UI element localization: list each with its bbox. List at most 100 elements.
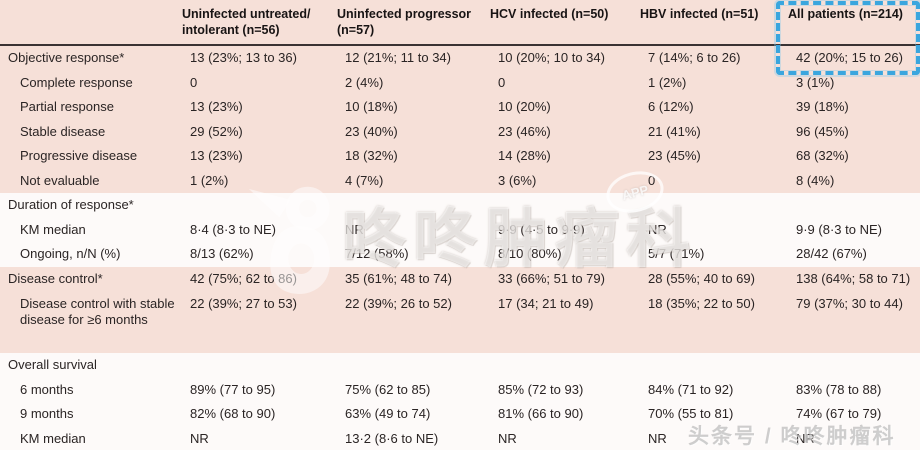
cell: 74% (67 to 79) bbox=[796, 406, 882, 422]
row-label: Disease control with stable disease for … bbox=[20, 296, 175, 328]
cell: 23 (46%) bbox=[498, 123, 551, 139]
cell: 10 (20%) bbox=[498, 99, 551, 115]
cell: NR bbox=[648, 430, 667, 446]
cell: 9·9 (4·5 to 9·9) bbox=[498, 221, 585, 237]
column-header-all-patients: All patients (n=214) bbox=[788, 7, 903, 21]
table-row: Ongoing, n/N (%) 8/13 (62%) 7/12 (58%) 8/10… bbox=[0, 242, 920, 267]
cell: 42 (75%; 62 to 86) bbox=[190, 270, 297, 286]
cell: 23 (45%) bbox=[648, 148, 701, 164]
table-row: Stable disease 29 (52%) 23 (40%) 23 (46%) 21… bbox=[0, 119, 920, 144]
row-label: Ongoing, n/N (%) bbox=[20, 246, 121, 262]
cell: 75% (62 to 85) bbox=[345, 381, 431, 397]
row-label: Not evaluable bbox=[20, 172, 100, 188]
row-label: Complete response bbox=[20, 74, 133, 90]
cell: 5/7 (71%) bbox=[648, 246, 705, 262]
cell: 96 (45%) bbox=[796, 123, 849, 139]
column-header-uninfected-progressor: Uninfected progressor (n=57) bbox=[337, 7, 472, 38]
table-row: Overall survival bbox=[0, 353, 920, 378]
cell: 138 (64%; 58 to 71) bbox=[796, 270, 911, 286]
cell: 29 (52%) bbox=[190, 123, 243, 139]
row-label: 9 months bbox=[20, 406, 74, 422]
table-row: Disease control with stable disease for … bbox=[0, 291, 920, 353]
column-header-uninfected-untreated: Uninfected untreated/ intolerant (n=56) bbox=[182, 7, 311, 38]
cell: 81% (66 to 90) bbox=[498, 406, 584, 422]
table-row: 6 months 89% (77 to 95) 75% (62 to 85) 85% … bbox=[0, 377, 920, 402]
cell: 1 (2%) bbox=[190, 172, 229, 188]
cell: 0 bbox=[498, 74, 506, 90]
row-label: Progressive disease bbox=[20, 148, 138, 164]
cell: NR bbox=[796, 430, 815, 446]
cell: 2 (4%) bbox=[345, 74, 384, 90]
cell: 6 (12%) bbox=[648, 99, 694, 115]
cell: 63% (49 to 74) bbox=[345, 406, 431, 422]
cell: 22 (39%; 27 to 53) bbox=[190, 296, 297, 311]
cell: 14 (28%) bbox=[498, 148, 551, 164]
cell: 84% (71 to 92) bbox=[648, 381, 734, 397]
table-row: Not evaluable 1 (2%) 4 (7%) 3 (6%) 0 8 (4%) bbox=[0, 168, 920, 193]
cell: 3 (1%) bbox=[796, 74, 835, 90]
cell: 23 (40%) bbox=[345, 123, 398, 139]
cell: NR bbox=[190, 430, 209, 446]
cell: 4 (7%) bbox=[345, 172, 384, 188]
cell: 10 (20%; 10 to 34) bbox=[498, 50, 605, 66]
row-label: Duration of response* bbox=[8, 197, 134, 213]
cell: 10 (18%) bbox=[345, 99, 398, 115]
cell: 42 (20%; 15 to 26) bbox=[796, 50, 903, 66]
cell: 79 (37%; 30 to 44) bbox=[796, 296, 903, 311]
cell: 18 (35%; 22 to 50) bbox=[648, 296, 755, 311]
header-row: Uninfected untreated/ intolerant (n=56) … bbox=[0, 0, 920, 46]
row-label: Stable disease bbox=[20, 123, 106, 139]
cell: 0 bbox=[648, 172, 656, 188]
cell: 17 (34; 21 to 49) bbox=[498, 296, 594, 311]
row-label: Objective response* bbox=[8, 50, 125, 66]
cell: 28 (55%; 40 to 69) bbox=[648, 270, 755, 286]
table-row: Complete response 0 2 (4%) 0 1 (2%) 3 (1%) bbox=[0, 70, 920, 95]
cell: 8/10 (80%) bbox=[498, 246, 562, 262]
cell: 13 (23%) bbox=[190, 148, 243, 164]
cell: 18 (32%) bbox=[345, 148, 398, 164]
cell: 0 bbox=[190, 74, 198, 90]
table-row: Disease control* 42 (75%; 62 to 86) 35 (61… bbox=[0, 266, 920, 291]
row-label: Partial response bbox=[20, 99, 114, 115]
cell: 89% (77 to 95) bbox=[190, 381, 276, 397]
table-row: Objective response* 13 (23%; 13 to 36) 12 … bbox=[0, 46, 920, 71]
cell: 9·9 (8·3 to NE) bbox=[796, 221, 882, 237]
cell: 22 (39%; 26 to 52) bbox=[345, 296, 452, 311]
corner-empty-cell bbox=[0, 0, 182, 6]
cell: 8·4 (8·3 to NE) bbox=[190, 221, 276, 237]
cell: NR bbox=[345, 221, 364, 237]
column-header-hbv-infected: HBV infected (n=51) bbox=[640, 7, 759, 21]
cell: 28/42 (67%) bbox=[796, 246, 867, 262]
cell: 12 (21%; 11 to 34) bbox=[345, 50, 451, 66]
cell: 8/13 (62%) bbox=[190, 246, 254, 262]
cell: 7 (14%; 6 to 26) bbox=[648, 50, 741, 66]
cell: 82% (68 to 90) bbox=[190, 406, 276, 422]
cell: NR bbox=[648, 221, 667, 237]
cell: NR bbox=[498, 430, 517, 446]
table-row: 9 months 82% (68 to 90) 63% (49 to 74) 81% … bbox=[0, 402, 920, 427]
row-label: KM median bbox=[20, 430, 86, 446]
cell: 1 (2%) bbox=[648, 74, 687, 90]
cell: 70% (55 to 81) bbox=[648, 406, 734, 422]
row-label: 6 months bbox=[20, 381, 74, 397]
cell: 21 (41%) bbox=[648, 123, 701, 139]
table-row: Progressive disease 13 (23%) 18 (32%) 14 (2… bbox=[0, 144, 920, 169]
cell: 13·2 (8·6 to NE) bbox=[345, 430, 439, 446]
cell: 68 (32%) bbox=[796, 148, 849, 164]
row-label: KM median bbox=[20, 221, 86, 237]
row-label: Disease control* bbox=[8, 270, 103, 286]
table-row: KM median 8·4 (8·3 to NE) NR 9·9 (4·5 to 9·… bbox=[0, 217, 920, 242]
row-label: Overall survival bbox=[8, 357, 97, 373]
table-row: Duration of response* bbox=[0, 193, 920, 218]
cell: 83% (78 to 88) bbox=[796, 381, 882, 397]
cell: 3 (6%) bbox=[498, 172, 537, 188]
cell: 85% (72 to 93) bbox=[498, 381, 584, 397]
cell: 39 (18%) bbox=[796, 99, 849, 115]
cell: 13 (23%) bbox=[190, 99, 243, 115]
cell: 35 (61%; 48 to 74) bbox=[345, 270, 452, 286]
cell: 13 (23%; 13 to 36) bbox=[190, 50, 297, 66]
table-row: Partial response 13 (23%) 10 (18%) 10 (20%)… bbox=[0, 95, 920, 120]
cell: 7/12 (58%) bbox=[345, 246, 409, 262]
table-body: Objective response* 13 (23%; 13 to 36) 12 … bbox=[0, 46, 920, 450]
